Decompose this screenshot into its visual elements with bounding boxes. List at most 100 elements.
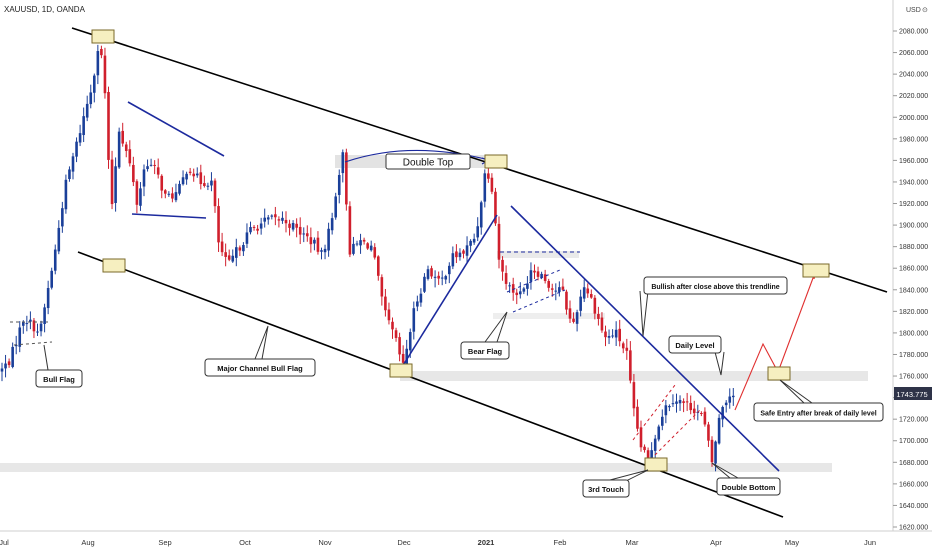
- candle-body: [135, 181, 139, 205]
- candle-body: [650, 450, 653, 463]
- candle-body: [199, 172, 203, 185]
- candle-body: [103, 55, 107, 94]
- candle-body: [309, 237, 313, 245]
- price-tick-label: 1640.000: [899, 503, 928, 510]
- price-tick-label: 1980.000: [899, 136, 928, 143]
- candle-body: [252, 226, 256, 228]
- candle-body: [462, 250, 465, 254]
- bear-flag-zone-bottom: [493, 313, 605, 319]
- candle-body: [345, 152, 348, 205]
- candle-body: [426, 269, 430, 279]
- candle-body: [501, 259, 504, 272]
- candle-body: [416, 301, 419, 307]
- price-tick-label: 1700.000: [899, 438, 928, 445]
- candle-body: [568, 308, 572, 319]
- candle-body: [607, 335, 611, 338]
- candle-body: [717, 417, 721, 444]
- double-bottom-label-box: [716, 477, 781, 496]
- marker-entry: [767, 366, 791, 381]
- candle-body: [210, 180, 213, 186]
- candle-body: [39, 323, 43, 332]
- candle-body: [689, 402, 692, 411]
- price-tick-label: 1880.000: [899, 244, 928, 251]
- candle-body: [160, 175, 164, 191]
- candle-body: [533, 270, 536, 273]
- channel-lower-line: [77, 251, 784, 518]
- time-axis[interactable]: Jul Aug Sep Oct Nov Dec 2021 Feb Mar Apr May Jun: [0, 538, 876, 547]
- candle-body: [590, 294, 593, 298]
- time-tick-label: Nov: [318, 538, 332, 547]
- candle-body: [536, 271, 540, 277]
- candle-body: [721, 407, 724, 420]
- candle-body: [178, 183, 181, 194]
- candle-body: [625, 347, 629, 351]
- candle-body: [384, 296, 387, 311]
- candle-body: [18, 327, 22, 347]
- daily-level-connector: [714, 351, 725, 376]
- candle-body: [728, 396, 732, 403]
- marker-aug-low: [102, 258, 126, 273]
- candle-body: [117, 131, 121, 168]
- current-price-badge: [894, 387, 932, 400]
- candle-body: [703, 411, 707, 425]
- price-axis[interactable]: 2080.000 2060.000 2040.000 2020.000 2000.000…: [893, 29, 928, 532]
- price-tick-label: 1900.000: [899, 223, 928, 230]
- price-tick-label: 2020.000: [899, 93, 928, 100]
- candle-body: [373, 247, 377, 258]
- candle-body: [149, 164, 153, 166]
- candle-body: [348, 206, 352, 255]
- candle-body: [64, 179, 68, 210]
- time-tick-label: Apr: [710, 538, 722, 547]
- candle-body: [235, 247, 238, 258]
- candle-body: [192, 173, 195, 177]
- candle-body: [653, 438, 657, 451]
- reversal-pattern: [632, 384, 701, 456]
- candle-body: [291, 222, 295, 230]
- candle-body: [270, 215, 274, 217]
- candle-body: [50, 270, 53, 288]
- candle-body: [629, 350, 632, 381]
- candle-body: [334, 196, 337, 218]
- candle-body: [611, 335, 614, 337]
- candle-body: [142, 169, 146, 187]
- candle-body: [614, 329, 618, 338]
- candle-body: [586, 288, 590, 294]
- candle-body: [295, 223, 298, 228]
- candle-body: [444, 276, 448, 280]
- candle-body: [281, 217, 284, 221]
- candle-body: [678, 399, 682, 404]
- candle-body: [479, 202, 483, 228]
- candle-body: [394, 330, 398, 338]
- price-tick-label: 1860.000: [899, 266, 928, 273]
- channel-connector: [254, 325, 269, 360]
- candle-body: [483, 173, 487, 202]
- candle-body: [302, 233, 306, 235]
- price-tick-label: 1680.000: [899, 460, 928, 467]
- candle-body: [419, 293, 423, 303]
- candle-body: [554, 290, 558, 292]
- third-touch-label: 3rd Touch: [588, 485, 624, 494]
- daily-level-label: Daily Level: [675, 341, 714, 350]
- candle-body: [685, 401, 689, 403]
- candle-body: [511, 284, 515, 293]
- candle-body: [71, 156, 75, 172]
- candle-body: [185, 173, 188, 180]
- channel-upper-line: [71, 27, 888, 293]
- candle-body: [121, 130, 124, 144]
- candle-body: [195, 173, 199, 176]
- candle-body: [408, 332, 412, 351]
- currency-label: USD: [906, 7, 921, 14]
- candle-body: [682, 401, 685, 403]
- candle-body: [75, 141, 78, 157]
- candle-body: [724, 402, 728, 406]
- candle-body: [657, 426, 661, 440]
- candle-body: [515, 292, 519, 296]
- candle-body: [526, 283, 529, 289]
- price-tick-label: 2000.000: [899, 115, 928, 122]
- candlestick-series: [0, 44, 735, 472]
- candle-body: [664, 405, 668, 416]
- candle-body: [164, 190, 167, 194]
- candle-body: [412, 308, 416, 332]
- time-tick-label: May: [785, 538, 799, 547]
